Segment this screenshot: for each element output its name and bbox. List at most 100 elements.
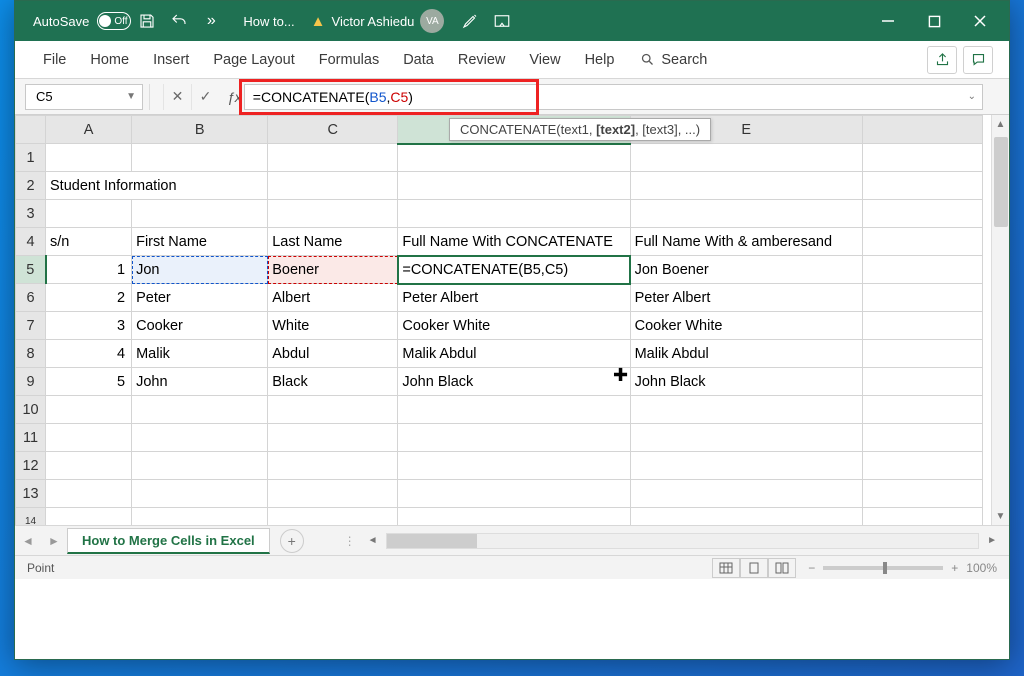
avatar[interactable]: VA — [420, 9, 444, 33]
fx-icon[interactable]: ƒx — [227, 89, 242, 105]
new-sheet-button[interactable]: + — [280, 529, 304, 553]
cell[interactable]: John Black — [398, 368, 630, 396]
cell[interactable]: Albert — [268, 284, 398, 312]
cell[interactable]: Student Information — [46, 172, 268, 200]
cell[interactable]: 2 — [46, 284, 132, 312]
row-header[interactable]: 13 — [16, 480, 46, 508]
cell[interactable]: Cooker — [132, 312, 268, 340]
cell[interactable]: White — [268, 312, 398, 340]
cell[interactable]: s/n — [46, 228, 132, 256]
row-header[interactable]: 3 — [16, 200, 46, 228]
formula-input[interactable]: =CONCATENATE(B5,C5) ⌄ — [244, 84, 983, 110]
undo-icon[interactable] — [165, 7, 193, 35]
cell[interactable]: 4 — [46, 340, 132, 368]
function-tooltip[interactable]: CONCATENATE(text1, [text2], [text3], ...… — [449, 118, 711, 141]
autosave-toggle[interactable]: AutoSave Off — [33, 12, 131, 30]
expand-formula-icon[interactable]: ⌄ — [968, 91, 976, 102]
spreadsheet-grid[interactable]: A B C D E 1 2Student Information 3 4 s/n… — [15, 115, 1009, 525]
row-header[interactable]: 9 — [16, 368, 46, 396]
row-header[interactable]: 12 — [16, 452, 46, 480]
row-header[interactable]: 7 — [16, 312, 46, 340]
tab-insert[interactable]: Insert — [141, 41, 201, 78]
tab-nav-prev[interactable]: ◄ — [15, 534, 41, 548]
page-break-view-button[interactable] — [768, 558, 796, 578]
close-button[interactable] — [957, 1, 1003, 41]
row-header[interactable]: 4 — [16, 228, 46, 256]
tab-review[interactable]: Review — [446, 41, 518, 78]
cell[interactable]: Cooker White — [630, 312, 862, 340]
row-header[interactable]: 1 — [16, 144, 46, 172]
vertical-scrollbar[interactable]: ▲ ▼ — [991, 115, 1009, 525]
chevron-down-icon[interactable]: ▼ — [126, 91, 136, 102]
name-box[interactable]: C5 ▼ — [25, 84, 143, 110]
zoom-level[interactable]: 100% — [966, 561, 997, 575]
cell-c5[interactable]: Boener — [268, 256, 398, 284]
tab-view[interactable]: View — [517, 41, 572, 78]
cell[interactable]: Full Name With & amberesand — [630, 228, 862, 256]
cell[interactable]: 1 — [46, 256, 132, 284]
save-icon[interactable] — [133, 7, 161, 35]
cell[interactable]: Malik Abdul — [398, 340, 630, 368]
zoom-slider[interactable] — [823, 566, 943, 570]
maximize-button[interactable] — [911, 1, 957, 41]
tab-help[interactable]: Help — [573, 41, 627, 78]
col-header-b[interactable]: B — [132, 116, 268, 144]
search-box[interactable]: Search — [640, 52, 707, 68]
cell[interactable]: Jon Boener — [630, 256, 862, 284]
tab-formulas[interactable]: Formulas — [307, 41, 391, 78]
cell-b5[interactable]: Jon — [132, 256, 268, 284]
more-icon[interactable]: » — [197, 7, 225, 35]
scroll-thumb[interactable] — [994, 137, 1008, 227]
row-header[interactable]: 11 — [16, 424, 46, 452]
scroll-up-icon[interactable]: ▲ — [992, 115, 1009, 133]
cell[interactable]: Black — [268, 368, 398, 396]
cancel-formula-button[interactable]: ✕ — [163, 84, 191, 110]
cell-d5-active[interactable]: =CONCATENATE(B5,C5) — [398, 256, 630, 284]
zoom-out-button[interactable]: − — [808, 561, 815, 575]
scroll-down-icon[interactable]: ▼ — [992, 507, 1009, 525]
normal-view-button[interactable] — [712, 558, 740, 578]
cell[interactable]: Cooker White — [398, 312, 630, 340]
enter-formula-button[interactable]: ✓ — [191, 84, 219, 110]
col-header-c[interactable]: C — [268, 116, 398, 144]
tab-data[interactable]: Data — [391, 41, 446, 78]
comments-icon[interactable] — [963, 46, 993, 74]
row-header[interactable]: 6 — [16, 284, 46, 312]
scroll-thumb[interactable] — [387, 534, 477, 548]
scroll-right-icon[interactable]: ► — [983, 535, 1001, 546]
tab-file[interactable]: File — [31, 41, 78, 78]
row-header[interactable]: 8 — [16, 340, 46, 368]
cell[interactable]: First Name — [132, 228, 268, 256]
share-icon[interactable] — [927, 46, 957, 74]
scroll-left-icon[interactable]: ◄ — [364, 535, 382, 546]
cell[interactable]: Last Name — [268, 228, 398, 256]
cell[interactable]: 3 — [46, 312, 132, 340]
cell[interactable]: 5 — [46, 368, 132, 396]
cell[interactable]: Peter Albert — [398, 284, 630, 312]
tab-page-layout[interactable]: Page Layout — [201, 41, 306, 78]
ribbon-display-icon[interactable] — [488, 7, 516, 35]
minimize-button[interactable] — [865, 1, 911, 41]
select-all-corner[interactable] — [16, 116, 46, 144]
page-layout-view-button[interactable] — [740, 558, 768, 578]
col-header-blank[interactable] — [862, 116, 982, 144]
cell[interactable]: Peter Albert — [630, 284, 862, 312]
cell[interactable]: Abdul — [268, 340, 398, 368]
zoom-in-button[interactable]: + — [951, 561, 958, 575]
cell[interactable]: Malik — [132, 340, 268, 368]
cell[interactable]: John — [132, 368, 268, 396]
cell[interactable]: Full Name With CONCATENATE — [398, 228, 630, 256]
row-header[interactable]: 10 — [16, 396, 46, 424]
tab-home[interactable]: Home — [78, 41, 141, 78]
row-header[interactable]: 2 — [16, 172, 46, 200]
horizontal-scrollbar[interactable]: ◄ ► — [364, 533, 1001, 549]
brush-icon[interactable] — [456, 7, 484, 35]
row-header[interactable]: 14 — [16, 508, 46, 526]
col-header-a[interactable]: A — [46, 116, 132, 144]
row-header[interactable]: 5 — [16, 256, 46, 284]
cell[interactable]: Peter — [132, 284, 268, 312]
tab-nav-next[interactable]: ► — [41, 534, 67, 548]
cell[interactable]: John Black — [630, 368, 862, 396]
cell[interactable]: Malik Abdul — [630, 340, 862, 368]
sheet-tab[interactable]: How to Merge Cells in Excel — [67, 528, 270, 554]
